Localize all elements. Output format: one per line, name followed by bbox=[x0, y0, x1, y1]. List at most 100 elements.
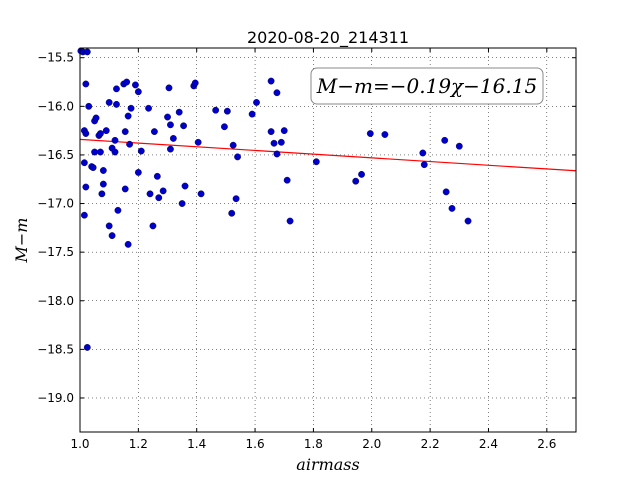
x-tick-label: 1.4 bbox=[187, 437, 206, 451]
data-point bbox=[113, 100, 120, 108]
data-point bbox=[134, 88, 142, 96]
data-point bbox=[167, 121, 174, 129]
data-point bbox=[381, 131, 389, 138]
data-point bbox=[123, 78, 131, 86]
data-point bbox=[108, 232, 116, 240]
y-tick-label: −19.0 bbox=[37, 391, 74, 405]
data-point bbox=[91, 148, 98, 156]
data-point bbox=[134, 169, 142, 176]
data-point bbox=[197, 190, 205, 198]
data-point bbox=[286, 217, 294, 225]
data-point bbox=[132, 81, 139, 89]
data-point bbox=[229, 141, 237, 149]
data-point bbox=[442, 188, 450, 196]
x-tick-label: 2.6 bbox=[537, 437, 556, 451]
y-tick-label: −17.0 bbox=[37, 197, 74, 211]
data-point bbox=[221, 123, 228, 131]
data-point bbox=[146, 190, 154, 198]
data-point bbox=[419, 149, 427, 157]
data-point bbox=[167, 145, 174, 153]
data-point bbox=[464, 217, 472, 225]
x-tick-label: 1.0 bbox=[70, 437, 89, 451]
data-point bbox=[80, 211, 88, 219]
y-tick-label: −18.5 bbox=[37, 342, 74, 356]
data-point bbox=[253, 99, 260, 106]
data-point bbox=[191, 79, 199, 87]
data-point bbox=[178, 200, 186, 207]
data-point bbox=[155, 194, 163, 202]
data-point bbox=[83, 344, 91, 351]
data-point bbox=[113, 85, 120, 93]
data-point bbox=[283, 176, 291, 184]
axis-ticks: 1.0 1.2 1.4 1.6 1.8 2.0 2.2 2.4 2.6 −15.5 −16.0 −16… bbox=[37, 48, 576, 451]
data-point bbox=[164, 113, 171, 121]
data-point bbox=[159, 187, 167, 195]
x-tick-label: 1.6 bbox=[246, 437, 265, 451]
data-point bbox=[97, 130, 104, 137]
y-tick-label: −17.5 bbox=[37, 245, 74, 259]
data-point bbox=[420, 161, 428, 169]
data-point bbox=[83, 48, 91, 56]
data-point bbox=[455, 142, 463, 150]
x-tick-label: 2.4 bbox=[479, 437, 498, 451]
data-point bbox=[280, 127, 288, 135]
plot-area bbox=[80, 48, 576, 432]
data-point bbox=[165, 84, 173, 92]
data-point bbox=[114, 206, 122, 214]
data-point bbox=[149, 222, 157, 230]
x-axis-label: airmass bbox=[296, 455, 359, 474]
data-point bbox=[92, 114, 100, 122]
data-point bbox=[124, 240, 132, 248]
x-tick-label: 2.2 bbox=[421, 437, 440, 451]
x-tick-label: 1.2 bbox=[129, 437, 148, 451]
data-point bbox=[121, 185, 129, 193]
data-point bbox=[127, 104, 135, 112]
data-point bbox=[270, 139, 278, 147]
data-point bbox=[124, 112, 132, 120]
fit-equation: M−m=−0.19χ−16.15 bbox=[316, 74, 537, 98]
data-point bbox=[145, 104, 152, 112]
data-point bbox=[99, 167, 107, 174]
data-point bbox=[97, 148, 104, 156]
data-point bbox=[181, 182, 189, 190]
data-point bbox=[212, 106, 220, 114]
data-point bbox=[150, 128, 158, 136]
data-point bbox=[232, 195, 240, 203]
data-point bbox=[267, 77, 275, 85]
data-point bbox=[126, 140, 134, 148]
data-point bbox=[99, 180, 107, 188]
data-point bbox=[273, 89, 281, 97]
data-point bbox=[98, 190, 106, 198]
data-point bbox=[137, 147, 145, 155]
data-point bbox=[194, 138, 202, 146]
data-point bbox=[358, 170, 365, 178]
data-point bbox=[121, 128, 129, 136]
data-points bbox=[77, 47, 472, 351]
data-point bbox=[85, 102, 93, 110]
y-tick-label: −15.5 bbox=[37, 51, 74, 65]
fit-line bbox=[79, 138, 577, 172]
fit-annotation: M−m=−0.19χ−16.15 bbox=[310, 67, 544, 105]
data-point bbox=[441, 136, 449, 144]
plot-frame bbox=[79, 47, 577, 433]
data-point bbox=[180, 122, 187, 130]
data-point bbox=[352, 177, 360, 185]
y-tick-label: −16.0 bbox=[37, 99, 74, 113]
data-point bbox=[175, 108, 183, 116]
data-point bbox=[228, 209, 236, 217]
data-point bbox=[366, 130, 374, 137]
y-tick-label: −16.5 bbox=[37, 148, 74, 162]
data-point bbox=[105, 99, 113, 106]
data-point bbox=[448, 205, 456, 212]
data-point bbox=[82, 80, 90, 88]
data-point bbox=[80, 159, 88, 167]
data-point bbox=[111, 136, 119, 144]
data-point bbox=[89, 164, 97, 171]
x-tick-label: 1.8 bbox=[304, 437, 323, 451]
data-point bbox=[105, 222, 113, 230]
y-axis-label: M−m bbox=[12, 218, 31, 264]
data-point bbox=[153, 172, 161, 180]
data-point bbox=[248, 110, 256, 118]
data-point bbox=[223, 107, 231, 115]
